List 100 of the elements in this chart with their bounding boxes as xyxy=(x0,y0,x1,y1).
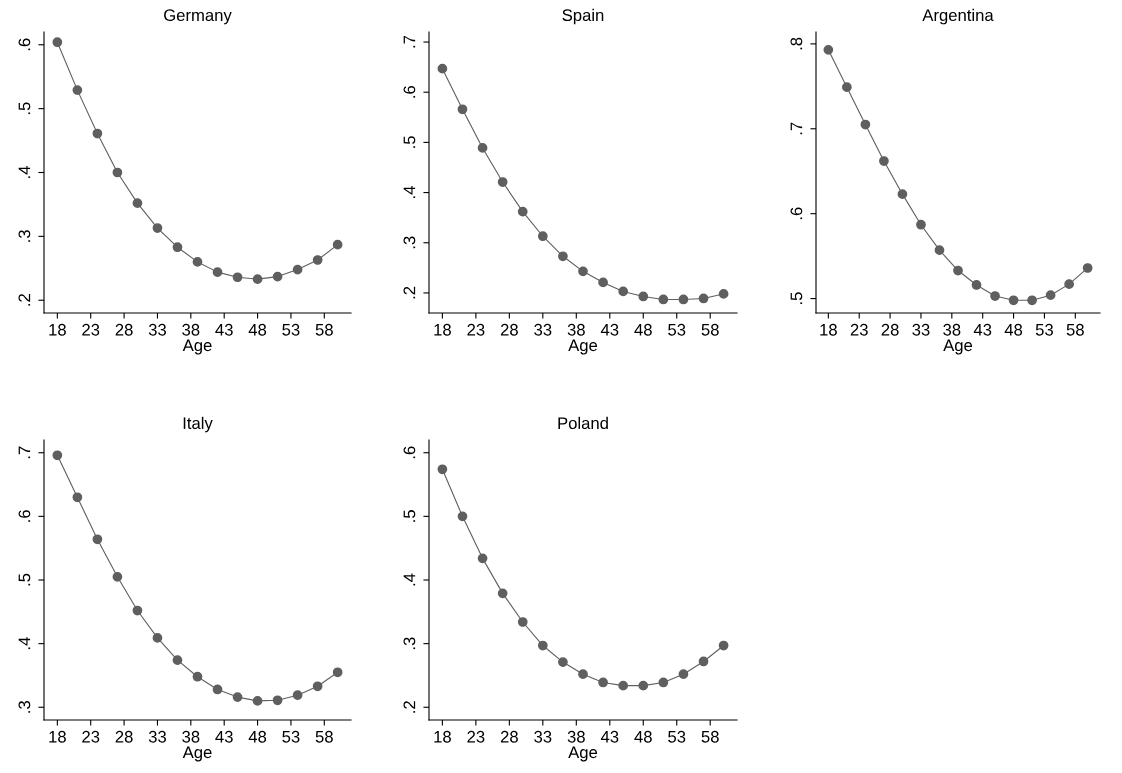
point xyxy=(678,669,689,680)
y-tick-label: .4 xyxy=(18,637,31,650)
x-tick-label: 48 xyxy=(248,323,267,336)
point xyxy=(618,286,629,297)
point xyxy=(953,265,963,276)
point xyxy=(638,680,649,691)
point xyxy=(52,450,63,461)
x-tick-label: 33 xyxy=(534,323,552,336)
point xyxy=(332,667,343,678)
y-tick-label: .5 xyxy=(18,573,31,586)
y-tick-label: .2 xyxy=(403,701,416,713)
point xyxy=(517,617,528,627)
point xyxy=(212,684,223,695)
x-tick-label: 33 xyxy=(912,323,930,336)
x-tick-label: 28 xyxy=(115,323,133,336)
point xyxy=(718,289,729,299)
y-tick-label: .6 xyxy=(790,207,803,220)
y-tick-label: .7 xyxy=(790,122,803,135)
y-tick-label: .4 xyxy=(18,166,31,178)
point xyxy=(272,271,283,282)
point xyxy=(1045,290,1056,301)
point xyxy=(212,267,223,277)
point xyxy=(252,696,263,706)
point xyxy=(232,272,243,283)
x-tick-label: 43 xyxy=(215,323,233,336)
x-tick-label: 23 xyxy=(467,323,485,336)
point xyxy=(578,669,588,680)
x-tick-label: 33 xyxy=(534,730,552,743)
y-tick-label: .5 xyxy=(403,136,416,148)
x-tick-label: 43 xyxy=(600,730,619,743)
chart-title: Spain xyxy=(562,8,604,25)
point xyxy=(497,177,508,187)
point xyxy=(823,44,834,55)
point xyxy=(252,274,263,285)
x-tick-label: 38 xyxy=(567,730,585,743)
x-tick-label: 33 xyxy=(148,323,166,336)
x-tick-label: 18 xyxy=(49,730,66,743)
point xyxy=(292,264,303,275)
point xyxy=(437,464,448,475)
point xyxy=(578,266,588,277)
x-tick-label: 28 xyxy=(500,323,518,336)
point xyxy=(232,692,243,702)
x-tick-label: 53 xyxy=(1035,323,1053,336)
x-tick-label: 18 xyxy=(434,730,451,743)
point xyxy=(132,605,143,616)
x-axis-title: Age xyxy=(182,746,212,762)
x-axis-title: Age xyxy=(943,339,973,355)
x-axis-title: Age xyxy=(182,339,212,355)
point xyxy=(172,655,183,666)
x-tick-label: 53 xyxy=(282,323,300,336)
y-tick-label: .3 xyxy=(18,701,31,713)
chart-title: Italy xyxy=(183,416,213,433)
point xyxy=(1027,295,1037,306)
point xyxy=(497,588,508,599)
x-tick-label: 48 xyxy=(634,730,652,743)
point xyxy=(112,571,123,582)
chart-title: Argentina xyxy=(922,8,994,25)
x-tick-label: 23 xyxy=(82,730,100,743)
point xyxy=(112,167,123,178)
x-tick-label: 33 xyxy=(148,730,166,743)
point xyxy=(332,239,343,250)
x-tick-label: 38 xyxy=(943,323,961,336)
point xyxy=(292,690,303,701)
point xyxy=(879,156,889,166)
point xyxy=(537,640,548,651)
point xyxy=(192,257,203,267)
y-tick-label: .7 xyxy=(18,446,31,459)
y-tick-label: .3 xyxy=(18,230,31,242)
y-tick-label: .2 xyxy=(18,294,31,306)
point xyxy=(990,291,1000,301)
point xyxy=(1082,263,1093,273)
y-tick-label: .4 xyxy=(403,573,416,586)
point xyxy=(860,119,871,130)
x-tick-label: 58 xyxy=(315,730,333,743)
point xyxy=(437,63,448,74)
point xyxy=(52,37,63,48)
y-tick-label: .7 xyxy=(403,35,416,48)
point xyxy=(272,695,283,706)
x-tick-label: 18 xyxy=(820,323,837,336)
y-tick-label: .6 xyxy=(403,86,416,98)
x-tick-label: 58 xyxy=(701,730,719,743)
x-axis-title: Age xyxy=(568,746,598,762)
point xyxy=(152,223,163,233)
y-tick-label: .6 xyxy=(18,38,31,51)
x-tick-label: 18 xyxy=(434,323,451,336)
y-tick-label: .5 xyxy=(18,102,31,115)
point xyxy=(558,657,568,667)
point xyxy=(537,231,548,242)
x-tick-label: 18 xyxy=(49,323,66,336)
point xyxy=(897,189,908,200)
point xyxy=(1064,279,1074,289)
point xyxy=(312,681,323,692)
point xyxy=(698,656,709,667)
point xyxy=(971,280,982,290)
point xyxy=(92,128,103,139)
point xyxy=(172,242,183,253)
x-tick-label: 53 xyxy=(668,323,686,336)
x-tick-label: 23 xyxy=(850,323,868,336)
x-tick-label: 58 xyxy=(701,323,719,336)
x-tick-label: 28 xyxy=(881,323,899,336)
